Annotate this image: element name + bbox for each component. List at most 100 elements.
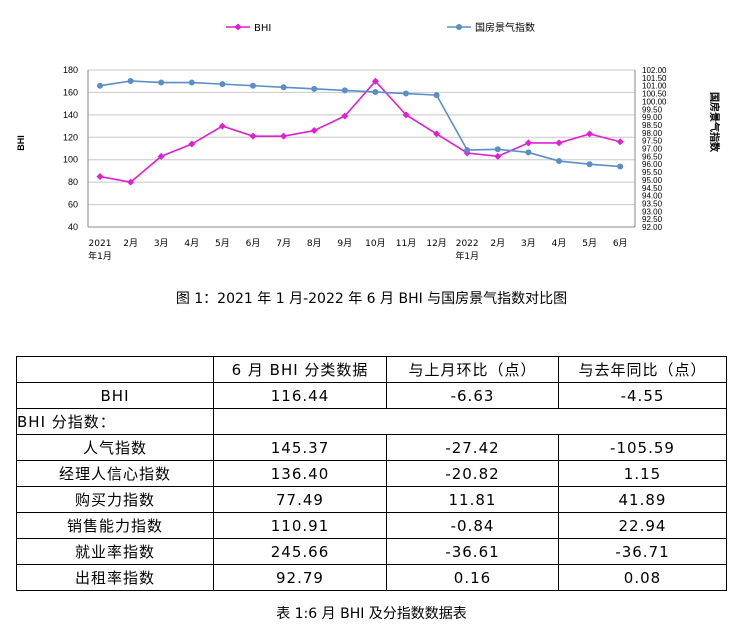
mom-cell: 11.81	[386, 486, 559, 513]
right-tick-label: 94.50	[642, 184, 663, 193]
table-row: 经理人信心指数 136.40 -20.82 1.15	[16, 460, 727, 487]
value-cell: 145.37	[213, 434, 387, 461]
bhi-point	[96, 173, 104, 181]
right-tick-label: 92.50	[642, 215, 663, 224]
x-tick-label: 2月	[490, 238, 505, 249]
housing-index-point	[617, 163, 624, 170]
x-tick-label: 4月	[552, 238, 567, 249]
right-axis-label: 国房景气指数	[708, 92, 721, 153]
mom-cell: -20.82	[386, 460, 559, 487]
x-tick-label: 5月	[215, 238, 230, 249]
series-lines	[96, 77, 624, 186]
bhi-point	[402, 111, 410, 119]
bhi-point	[249, 132, 257, 140]
yoy-cell: -105.59	[558, 434, 727, 461]
housing-index-point	[158, 79, 165, 86]
chart-legend: BHI 国房景气指数	[226, 21, 535, 34]
right-tick-label: 96.00	[642, 160, 663, 169]
mom-cell: -27.42	[386, 434, 559, 461]
right-tick-label: 99.50	[642, 105, 663, 114]
bhi-point	[433, 130, 441, 138]
right-tick-label: 100.00	[642, 97, 667, 106]
housing-index-point	[280, 84, 287, 91]
section-blank	[213, 408, 727, 435]
value-cell: 116.44	[213, 382, 387, 409]
header-cell: 6 月 BHI 分类数据	[213, 356, 387, 383]
right-tick-label: 93.00	[642, 207, 663, 216]
right-tick-label: 95.00	[642, 176, 663, 185]
housing-index-point	[586, 161, 593, 168]
table-row-bhi: BHI 116.44 -6.63 -4.55	[16, 382, 727, 409]
yoy-cell: 1.15	[558, 460, 727, 487]
yoy-cell: -36.71	[558, 538, 727, 565]
right-tick-label: 94.00	[642, 192, 663, 201]
row-label: 人气指数	[16, 434, 214, 461]
bhi-point	[524, 139, 532, 147]
value-cell: 245.66	[213, 538, 387, 565]
figure-caption: 图 1：2021 年 1 月-2022 年 6 月 BHI 与国房景气指数对比图	[175, 291, 568, 307]
row-label: 出租率指数	[16, 564, 214, 591]
x-tick-label: 2022	[456, 239, 479, 249]
table-row: 人气指数 145.37 -27.42 -105.59	[16, 434, 727, 461]
x-tick-label: 8月	[307, 238, 322, 249]
right-tick-label: 101.00	[642, 82, 667, 91]
left-tick-label: 140	[63, 110, 78, 120]
bhi-point	[218, 122, 226, 130]
bhi-point	[586, 130, 594, 138]
value-cell: 77.49	[213, 486, 387, 513]
bhi-point	[371, 77, 379, 85]
table-row: 出租率指数 92.79 0.16 0.08	[16, 564, 727, 591]
legend-marker-housing-index	[456, 24, 462, 30]
legend-marker-bhi	[234, 23, 242, 31]
bhi-point	[188, 140, 196, 148]
right-tick-label: 101.50	[642, 74, 667, 83]
x-tick-label: 12月	[426, 238, 446, 249]
housing-index-point	[341, 87, 348, 94]
x-tick-label: 3月	[521, 238, 536, 249]
x-tick-label: 11月	[396, 238, 416, 249]
bhi-point	[616, 138, 624, 146]
left-tick-label: 120	[63, 132, 78, 142]
housing-index-point	[494, 146, 501, 153]
left-tick-label: 160	[63, 87, 78, 97]
right-tick-label: 95.50	[642, 168, 663, 177]
table-section-row: BHI 分指数：	[16, 408, 727, 435]
left-tick-label: 80	[68, 177, 78, 187]
x-tick-label: 年1月	[88, 250, 112, 262]
housing-index-point	[97, 82, 103, 89]
chart-axes	[87, 70, 636, 228]
chart-gridlines	[88, 69, 635, 228]
right-tick-label: 97.50	[642, 137, 663, 146]
table-caption: 表 1:6 月 BHI 及分指数数据表	[276, 606, 467, 622]
header-cell	[16, 356, 214, 383]
housing-index-point	[127, 77, 134, 84]
mom-cell: -36.61	[386, 538, 559, 565]
row-label: 就业率指数	[16, 538, 214, 565]
legend-label: BHI	[254, 23, 271, 34]
mom-cell: -6.63	[386, 382, 559, 409]
housing-index-point	[433, 92, 440, 99]
left-tick-label: 60	[68, 200, 78, 210]
bhi-data-table: 6 月 BHI 分类数据 与上月环比（点） 与去年同比（点） BHI 116.4…	[16, 356, 727, 591]
left-axis-label: BHI	[16, 135, 26, 151]
housing-index-point	[464, 147, 471, 154]
yoy-cell: -4.55	[558, 382, 727, 409]
x-tick-label: 10月	[365, 238, 385, 249]
section-label: BHI 分指数：	[16, 408, 214, 435]
yoy-cell: 22.94	[558, 512, 727, 539]
housing-index-point	[403, 90, 409, 97]
row-label: BHI	[16, 382, 214, 409]
left-tick-label: 40	[68, 222, 78, 232]
x-tick-label: 年1月	[455, 250, 479, 262]
x-tick-label: 3月	[154, 238, 169, 249]
value-cell: 110.91	[213, 512, 387, 539]
housing-index-point	[372, 88, 379, 95]
value-cell: 136.40	[213, 460, 387, 487]
housing-index-point	[556, 158, 562, 165]
bhi-point	[555, 139, 563, 147]
housing-index-point	[525, 149, 532, 156]
left-axis-ticks: 180 160 140 120 100 80 60 40	[63, 65, 78, 232]
series-line-bhi	[99, 80, 621, 183]
row-label: 销售能力指数	[16, 512, 214, 539]
